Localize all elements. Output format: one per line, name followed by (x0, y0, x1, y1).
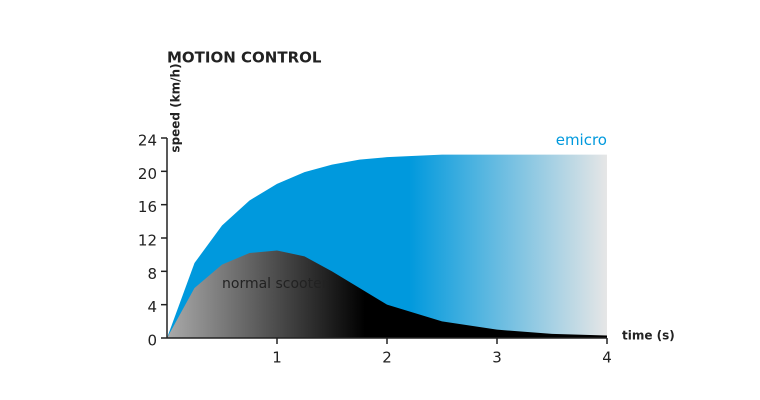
y-tick-label: 16 (138, 198, 157, 216)
x-axis-label: time (s) (622, 329, 675, 343)
x-tick-label: 4 (602, 349, 612, 367)
y-tick-label: 24 (138, 132, 157, 150)
y-tick-label: 12 (138, 232, 157, 250)
series-label: emicro (556, 131, 607, 149)
x-tick-label: 1 (272, 349, 282, 367)
y-tick-label: 20 (138, 165, 157, 183)
y-tick-label: 0 (147, 332, 157, 350)
y-tick-label: 8 (147, 265, 157, 283)
series-label: normal scooter (222, 276, 328, 292)
x-tick-label: 2 (382, 349, 392, 367)
y-tick-label: 4 (147, 298, 157, 316)
y-axis-label: speed (km/h) (169, 63, 183, 152)
chart-title: MOTION CONTROL (167, 49, 322, 67)
x-tick-label: 3 (492, 349, 502, 367)
area (167, 250, 607, 338)
